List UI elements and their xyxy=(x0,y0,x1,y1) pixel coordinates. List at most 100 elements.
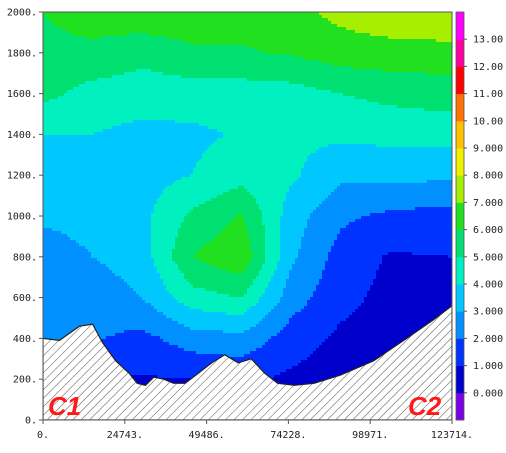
contour-cell xyxy=(82,69,86,73)
contour-cell xyxy=(217,114,221,118)
contour-cell xyxy=(97,21,101,25)
contour-cell xyxy=(103,48,107,52)
contour-cell xyxy=(376,42,380,46)
contour-cell xyxy=(247,66,251,70)
contour-cell xyxy=(79,114,83,118)
contour-cell xyxy=(394,69,398,73)
contour-cell xyxy=(118,12,122,16)
contour-cell xyxy=(115,18,119,22)
contour-cell xyxy=(331,45,335,49)
contour-cell xyxy=(103,27,107,31)
contour-cell xyxy=(136,105,140,109)
contour-cell xyxy=(298,63,302,67)
contour-cell xyxy=(262,93,266,97)
contour-cell xyxy=(130,45,134,49)
contour-cell xyxy=(67,69,71,73)
contour-cell xyxy=(172,48,176,52)
contour-cell xyxy=(175,57,179,61)
contour-cell xyxy=(337,57,341,61)
contour-cell xyxy=(109,75,113,79)
contour-cell xyxy=(166,75,170,79)
contour-cell xyxy=(376,60,380,64)
contour-cell xyxy=(286,57,290,61)
contour-cell xyxy=(373,54,377,58)
contour-cell xyxy=(358,21,362,25)
contour-cell xyxy=(301,45,305,49)
contour-cell xyxy=(46,57,50,61)
contour-cell xyxy=(130,30,134,34)
contour-cell xyxy=(43,18,47,22)
contour-cell xyxy=(163,99,167,103)
contour-cell xyxy=(421,87,425,91)
contour-cell xyxy=(367,105,371,109)
contour-cell xyxy=(289,114,293,118)
contour-cell xyxy=(112,27,116,31)
contour-cell xyxy=(76,39,80,43)
contour-cell xyxy=(316,15,320,19)
contour-cell xyxy=(334,12,338,16)
contour-cell xyxy=(322,99,326,103)
contour-cell xyxy=(76,60,80,64)
contour-cell xyxy=(91,63,95,67)
contour-cell xyxy=(439,60,443,64)
contour-cell xyxy=(85,60,89,64)
contour-cell xyxy=(424,102,428,106)
contour-cell xyxy=(124,72,128,76)
contour-cell xyxy=(61,66,65,70)
contour-cell xyxy=(349,36,353,40)
contour-cell xyxy=(271,36,275,40)
contour-cell xyxy=(301,75,305,79)
contour-cell xyxy=(418,57,422,61)
contour-cell xyxy=(445,99,449,103)
contour-cell xyxy=(409,108,413,112)
contour-cell xyxy=(190,21,194,25)
contour-cell xyxy=(370,51,374,55)
contour-cell xyxy=(448,63,452,67)
contour-cell xyxy=(388,105,392,109)
contour-cell xyxy=(448,42,452,46)
contour-cell xyxy=(301,66,305,70)
contour-cell xyxy=(292,33,296,37)
contour-cell xyxy=(436,75,440,79)
contour-cell xyxy=(340,39,344,43)
contour-cell xyxy=(337,81,341,85)
contour-cell xyxy=(85,102,89,106)
contour-cell xyxy=(271,57,275,61)
contour-cell xyxy=(73,15,77,19)
contour-cell xyxy=(142,69,146,73)
contour-cell xyxy=(121,81,125,85)
contour-cell xyxy=(232,15,236,19)
contour-cell xyxy=(391,42,395,46)
contour-cell xyxy=(163,102,167,106)
contour-cell xyxy=(148,99,152,103)
contour-cell xyxy=(409,72,413,76)
contour-cell xyxy=(43,27,47,31)
contour-cell xyxy=(79,102,83,106)
contour-cell xyxy=(133,12,137,16)
contour-cell xyxy=(442,111,446,115)
contour-cell xyxy=(331,57,335,61)
contour-cell xyxy=(106,24,110,28)
contour-cell xyxy=(175,18,179,22)
contour-cell xyxy=(358,117,362,121)
contour-cell xyxy=(106,105,110,109)
contour-cell xyxy=(367,42,371,46)
contour-cell xyxy=(115,45,119,49)
contour-cell xyxy=(157,51,161,55)
contour-cell xyxy=(160,93,164,97)
contour-cell xyxy=(322,108,326,112)
contour-cell xyxy=(193,27,197,31)
contour-cell xyxy=(226,12,230,16)
contour-cell xyxy=(433,48,437,52)
contour-cell xyxy=(145,114,149,118)
contour-cell xyxy=(268,69,272,73)
contour-cell xyxy=(226,108,230,112)
contour-cell xyxy=(232,111,236,115)
contour-cell xyxy=(163,30,167,34)
contour-cell xyxy=(82,90,86,94)
contour-cell xyxy=(109,117,113,121)
contour-cell xyxy=(130,81,134,85)
contour-cell xyxy=(151,111,155,115)
contour-cell xyxy=(307,33,311,37)
contour-cell xyxy=(118,45,122,49)
